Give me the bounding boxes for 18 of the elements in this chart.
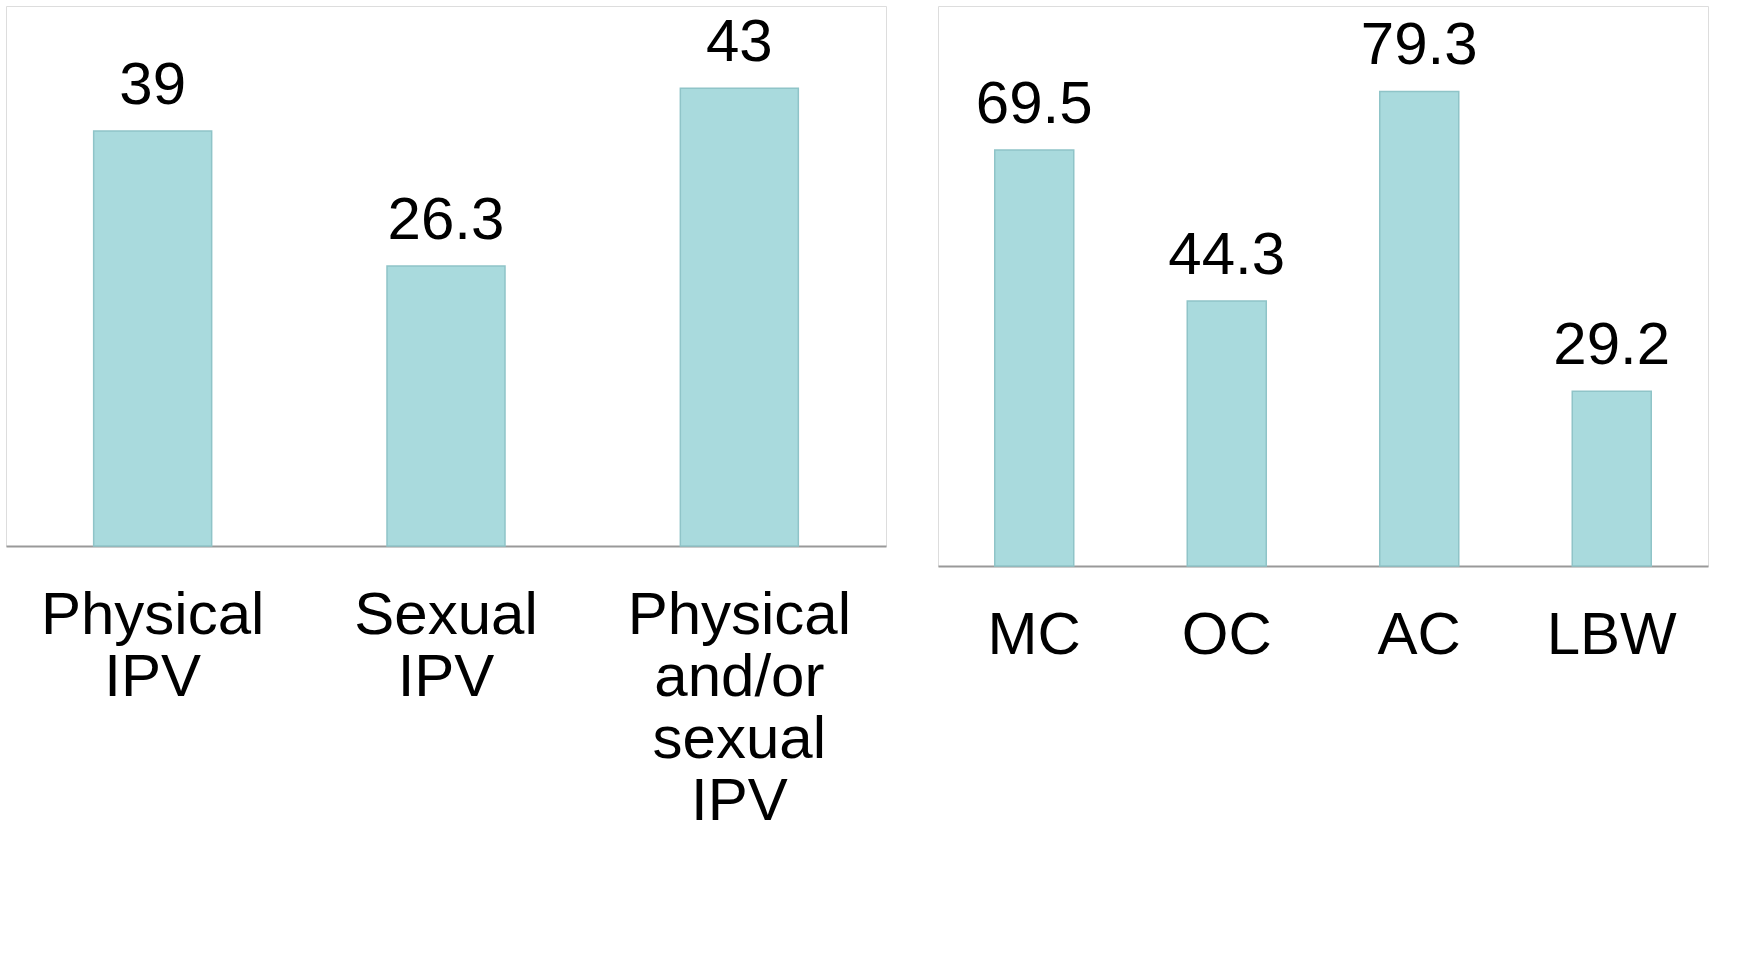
data-label: 43 (705, 7, 773, 75)
data-label: 39 (119, 49, 187, 117)
data-label: 26.3 (387, 185, 505, 253)
bar (1571, 390, 1652, 567)
x-tick-label: Physical IPV (40, 579, 265, 709)
data-label: 44.3 (1168, 219, 1286, 287)
bar (1186, 300, 1267, 567)
x-tick-label: LBW (1546, 599, 1678, 667)
data-label: 29.2 (1553, 310, 1671, 378)
data-label: 79.3 (1360, 10, 1478, 78)
x-tick-label: OC (1181, 599, 1272, 667)
x-tick-label: AC (1377, 599, 1461, 667)
x-tick-label: Physical and/or sexual IPV (627, 579, 852, 833)
bar (994, 149, 1075, 567)
data-label: 69.5 (975, 69, 1093, 137)
bar (1379, 90, 1460, 567)
x-tick-label: MC (987, 599, 1081, 667)
x-tick-label: Sexual IPV (354, 579, 538, 709)
